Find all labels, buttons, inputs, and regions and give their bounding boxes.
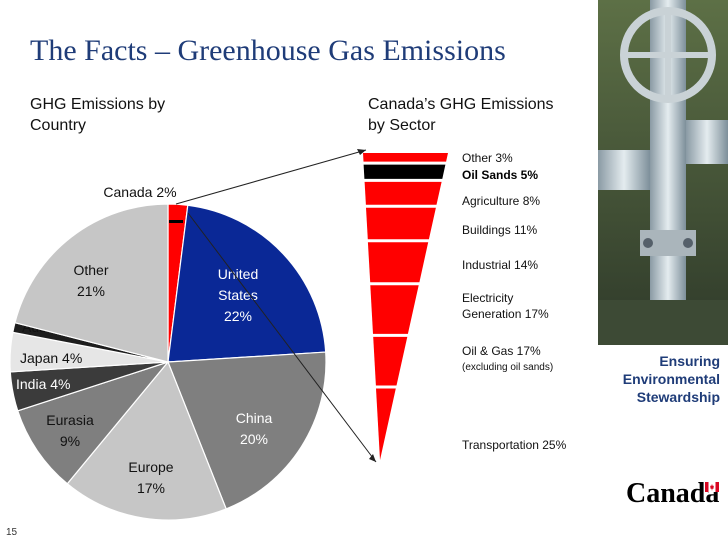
pie-label-line: 22%: [224, 308, 252, 324]
sector-subtitle-line: by Sector: [368, 117, 436, 134]
pie-label-line: 9%: [60, 433, 80, 449]
sector-label-line: Agriculture 8%: [462, 194, 540, 208]
pie-chart-subtitle: GHG Emissions by Country: [30, 94, 230, 136]
tagline-line: Environmental: [622, 371, 720, 387]
pie-label-eurasia: Eurasia 9%: [46, 412, 94, 449]
pie-label-line: Eurasia: [46, 412, 94, 428]
connector-lines: [175, 149, 377, 463]
sector-label-line: Other 3%: [462, 151, 513, 165]
connector-arrowhead: [357, 149, 366, 155]
pie-label-line: United: [218, 266, 258, 282]
sector-segment-industrial: [367, 242, 429, 283]
sector-segment-electricity: [370, 285, 419, 334]
connector-arrowhead: [369, 454, 376, 462]
connector-line-top: [175, 149, 367, 205]
pie-label-japan: Japan 4%: [20, 350, 82, 366]
pie-label-united-states: United States 22%: [218, 266, 258, 324]
sector-label-agriculture: Agriculture 8%: [462, 194, 540, 208]
pie-label-other: Other 21%: [73, 262, 108, 299]
pie-label-line: Other: [73, 262, 108, 278]
pie-label-line: Europe: [128, 459, 173, 475]
sector-segment-other: [363, 153, 448, 162]
sector-chart-subtitle: Canada’s GHG Emissions by Sector: [368, 94, 598, 136]
page-number: 15: [6, 527, 18, 538]
pie-label-china: China 20%: [236, 410, 273, 447]
stewardship-tagline: Ensuring Environmental Stewardship: [600, 352, 720, 406]
sector-segment-transportation: [376, 388, 396, 460]
canada-wordmark: Canada: [626, 478, 720, 509]
sector-note-oil-gas: (excluding oil sands): [462, 362, 553, 373]
sector-label-line: Electricity: [462, 291, 513, 305]
sector-label-line: Industrial 14%: [462, 258, 538, 272]
pie-label-line: States: [218, 287, 258, 303]
pie-label-line: China: [236, 410, 273, 426]
sector-label-industrial: Industrial 14%: [462, 258, 538, 272]
sector-label-line: Oil Sands 5%: [462, 168, 538, 182]
page-title: The Facts – Greenhouse Gas Emissions: [30, 34, 506, 67]
sector-label-electricity: Electricity Generation 17%: [462, 291, 549, 321]
pie-label-line: Canada 2%: [103, 184, 176, 200]
pie-label-europe: Europe 17%: [128, 459, 173, 496]
sector-label-line: Transportation 25%: [462, 438, 567, 452]
pie-label-line: 20%: [240, 431, 268, 447]
pie-subtitle-line: Country: [30, 117, 87, 134]
sector-segment-buildings: [366, 207, 436, 240]
tagline-line: Ensuring: [659, 353, 720, 369]
connector-line-bottom: [187, 212, 377, 463]
pie-label-india: India 4%: [16, 376, 70, 392]
country-pie-chart: Canada 2% United States 22% China 20% Europe 17…: [9, 184, 327, 521]
sector-subtitle-line: Canada’s GHG Emissions: [368, 96, 554, 113]
pie-label-line: India 4%: [16, 376, 70, 392]
pie-slice-china: [167, 351, 327, 510]
pie-slice-eurasia: [16, 360, 170, 485]
sector-label-oil-sands: Oil Sands 5%: [462, 168, 538, 182]
pie-label-line: 17%: [137, 480, 165, 496]
tagline-line: Stewardship: [636, 389, 720, 405]
sector-label-line: Oil & Gas 17%: [462, 344, 541, 358]
sector-label-transportation: Transportation 25%: [462, 438, 567, 452]
sector-label-line: Generation 17%: [462, 307, 549, 321]
sector-label-line: Buildings 11%: [462, 223, 537, 237]
canada-flag-icon: [705, 482, 719, 492]
pie-slice-europe: [66, 360, 227, 521]
sector-label-other: Other 3%: [462, 151, 513, 165]
pie-slice-other: [14, 203, 169, 363]
sector-stacked-bar: Other 3% Oil Sands 5% Agriculture 8% Buildi…: [363, 151, 567, 460]
canada-slice-marker: [169, 220, 183, 223]
pipeline-valve-photo: [598, 0, 728, 345]
sector-label-oil-gas: Oil & Gas 17%: [462, 344, 541, 358]
sector-segment-oil-sands: [363, 164, 446, 179]
emissions-charts: Canada 2% United States 22% China 20% Europe 17…: [9, 149, 567, 521]
pie-label-canada: Canada 2%: [103, 184, 176, 200]
sector-label-buildings: Buildings 11%: [462, 223, 537, 237]
sector-segment-agriculture: [364, 181, 442, 205]
pie-slice-united-states: [167, 204, 327, 363]
pie-label-line: 21%: [77, 283, 105, 299]
sector-segment-oil-gas: [373, 336, 408, 386]
pie-subtitle-line: GHG Emissions by: [30, 96, 166, 113]
pie-label-line: Japan 4%: [20, 350, 82, 366]
